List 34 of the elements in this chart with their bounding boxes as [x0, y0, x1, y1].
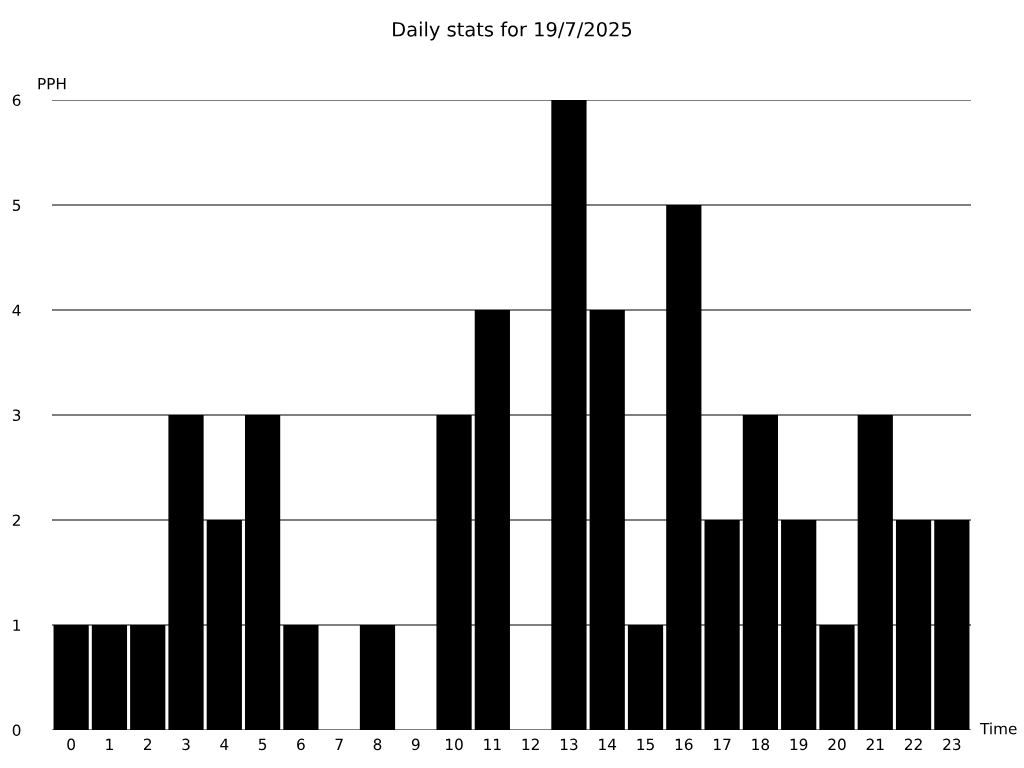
y-tick-label: 4 [12, 304, 21, 316]
x-tick-label: 6 [297, 738, 305, 751]
x-tick-label: 12 [522, 738, 539, 750]
x-tick-label: 21 [866, 738, 884, 750]
x-tick-label: 11 [484, 738, 501, 750]
y-tick-label: 3 [12, 409, 21, 422]
x-tick-label: 2 [143, 738, 152, 750]
x-tick-label: 1 [106, 738, 113, 750]
x-axis-title: Time [979, 722, 1017, 735]
x-tick-label: 3 [182, 738, 190, 751]
x-tick-label: 10 [446, 738, 463, 751]
x-tick-label: 7 [335, 738, 343, 750]
y-tick-label: 2 [12, 514, 20, 526]
x-tick-label: 19 [790, 738, 808, 751]
x-tick-label: 0 [67, 738, 75, 751]
x-tick-label: 5 [258, 738, 267, 751]
y-tick-label: 0 [12, 724, 21, 737]
y-tick-label: 6 [12, 94, 21, 107]
x-tick-label: 8 [373, 738, 382, 751]
y-axis-title: PPH [38, 78, 66, 90]
x-tick-label: 23 [943, 738, 961, 751]
x-tick-label: 17 [714, 738, 731, 750]
x-tick-label: 13 [560, 738, 578, 751]
x-tick-label: 9 [411, 738, 420, 751]
x-tick-label: 18 [752, 738, 770, 751]
x-tick-label: 4 [220, 738, 229, 750]
y-tick-label: 5 [12, 199, 21, 212]
x-tick-label: 14 [599, 738, 617, 750]
x-tick-label: 15 [637, 738, 654, 751]
y-tick-label: 1 [13, 619, 21, 631]
x-tick-label: 20 [828, 738, 846, 751]
x-tick-label: 22 [904, 738, 922, 750]
chart-title: Daily stats for 19/7/2025 [393, 21, 632, 41]
x-tick-label: 16 [675, 738, 693, 751]
